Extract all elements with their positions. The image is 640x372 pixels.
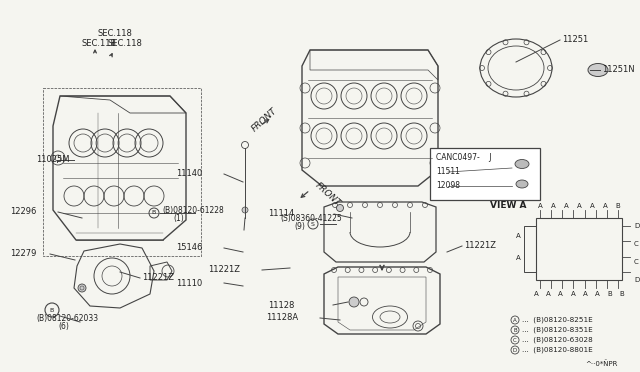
- Text: ...  (B)08120-8251E: ... (B)08120-8251E: [522, 317, 593, 323]
- Text: D: D: [634, 277, 639, 283]
- Text: A: A: [577, 203, 581, 209]
- Text: (6): (6): [58, 321, 69, 330]
- Text: A: A: [589, 203, 595, 209]
- Text: (S)08360-41225: (S)08360-41225: [280, 214, 342, 222]
- Circle shape: [349, 297, 359, 307]
- Bar: [43, 88, 201, 256]
- Text: A: A: [570, 291, 575, 297]
- Text: FRONT: FRONT: [313, 181, 342, 208]
- Text: B: B: [616, 203, 620, 209]
- Text: C: C: [513, 337, 517, 343]
- Text: CANC0497-    J: CANC0497- J: [436, 154, 492, 163]
- Ellipse shape: [516, 180, 528, 188]
- Text: 11114: 11114: [268, 209, 294, 218]
- Text: ^··0*ÑPR: ^··0*ÑPR: [586, 360, 618, 368]
- Text: 11221Z: 11221Z: [208, 266, 240, 275]
- Text: A: A: [583, 291, 588, 297]
- Text: 11251N: 11251N: [602, 65, 635, 74]
- Text: (B)08120-62033: (B)08120-62033: [36, 314, 98, 323]
- Text: A: A: [550, 203, 556, 209]
- Bar: [536, 218, 622, 280]
- Text: 11251: 11251: [562, 35, 588, 45]
- Text: 11511: 11511: [436, 167, 460, 176]
- Bar: [430, 148, 540, 200]
- Text: B: B: [513, 327, 517, 333]
- Text: A: A: [595, 291, 600, 297]
- Circle shape: [337, 205, 344, 212]
- Bar: [524, 226, 536, 272]
- Text: B: B: [607, 291, 612, 297]
- Text: ...  (B)08120-63028: ... (B)08120-63028: [522, 337, 593, 343]
- Text: SEC.118: SEC.118: [108, 39, 143, 48]
- Text: 11221Z: 11221Z: [142, 273, 174, 282]
- Text: B: B: [620, 291, 625, 297]
- Text: C: C: [634, 259, 639, 265]
- Text: ...  (B)08120-8801E: ... (B)08120-8801E: [522, 347, 593, 353]
- Text: C: C: [634, 241, 639, 247]
- Text: B: B: [152, 211, 156, 215]
- Text: SEC.118: SEC.118: [97, 29, 132, 38]
- Text: 12098: 12098: [436, 182, 460, 190]
- Text: 11025M: 11025M: [36, 155, 70, 164]
- Text: 11110: 11110: [176, 279, 202, 288]
- Text: FRONT: FRONT: [250, 106, 279, 133]
- Text: (B)08120-61228: (B)08120-61228: [162, 205, 224, 215]
- Text: B: B: [50, 308, 54, 312]
- Text: A: A: [534, 291, 538, 297]
- Text: A: A: [516, 233, 520, 239]
- Text: D: D: [513, 347, 517, 353]
- Circle shape: [242, 207, 248, 213]
- Text: 12279: 12279: [10, 250, 36, 259]
- Text: 11128A: 11128A: [266, 314, 298, 323]
- Text: A: A: [564, 203, 568, 209]
- Text: A: A: [538, 203, 542, 209]
- Text: VIEW A: VIEW A: [490, 202, 527, 211]
- Text: A: A: [558, 291, 563, 297]
- Text: A: A: [516, 255, 520, 261]
- Text: A: A: [603, 203, 607, 209]
- Text: (9): (9): [294, 222, 305, 231]
- Ellipse shape: [515, 160, 529, 169]
- Text: A: A: [546, 291, 550, 297]
- Text: 11128: 11128: [268, 301, 294, 310]
- Text: 12296: 12296: [10, 208, 36, 217]
- Text: 15146: 15146: [175, 244, 202, 253]
- Text: SEC.118: SEC.118: [82, 39, 117, 48]
- Ellipse shape: [588, 64, 608, 77]
- Text: A: A: [513, 317, 517, 323]
- Text: (1): (1): [173, 215, 184, 224]
- Text: D: D: [634, 223, 639, 229]
- Text: S: S: [311, 221, 315, 227]
- Circle shape: [78, 284, 86, 292]
- Text: 11221Z: 11221Z: [464, 241, 496, 250]
- Text: ...  (B)08120-8351E: ... (B)08120-8351E: [522, 327, 593, 333]
- Text: 11140: 11140: [176, 170, 202, 179]
